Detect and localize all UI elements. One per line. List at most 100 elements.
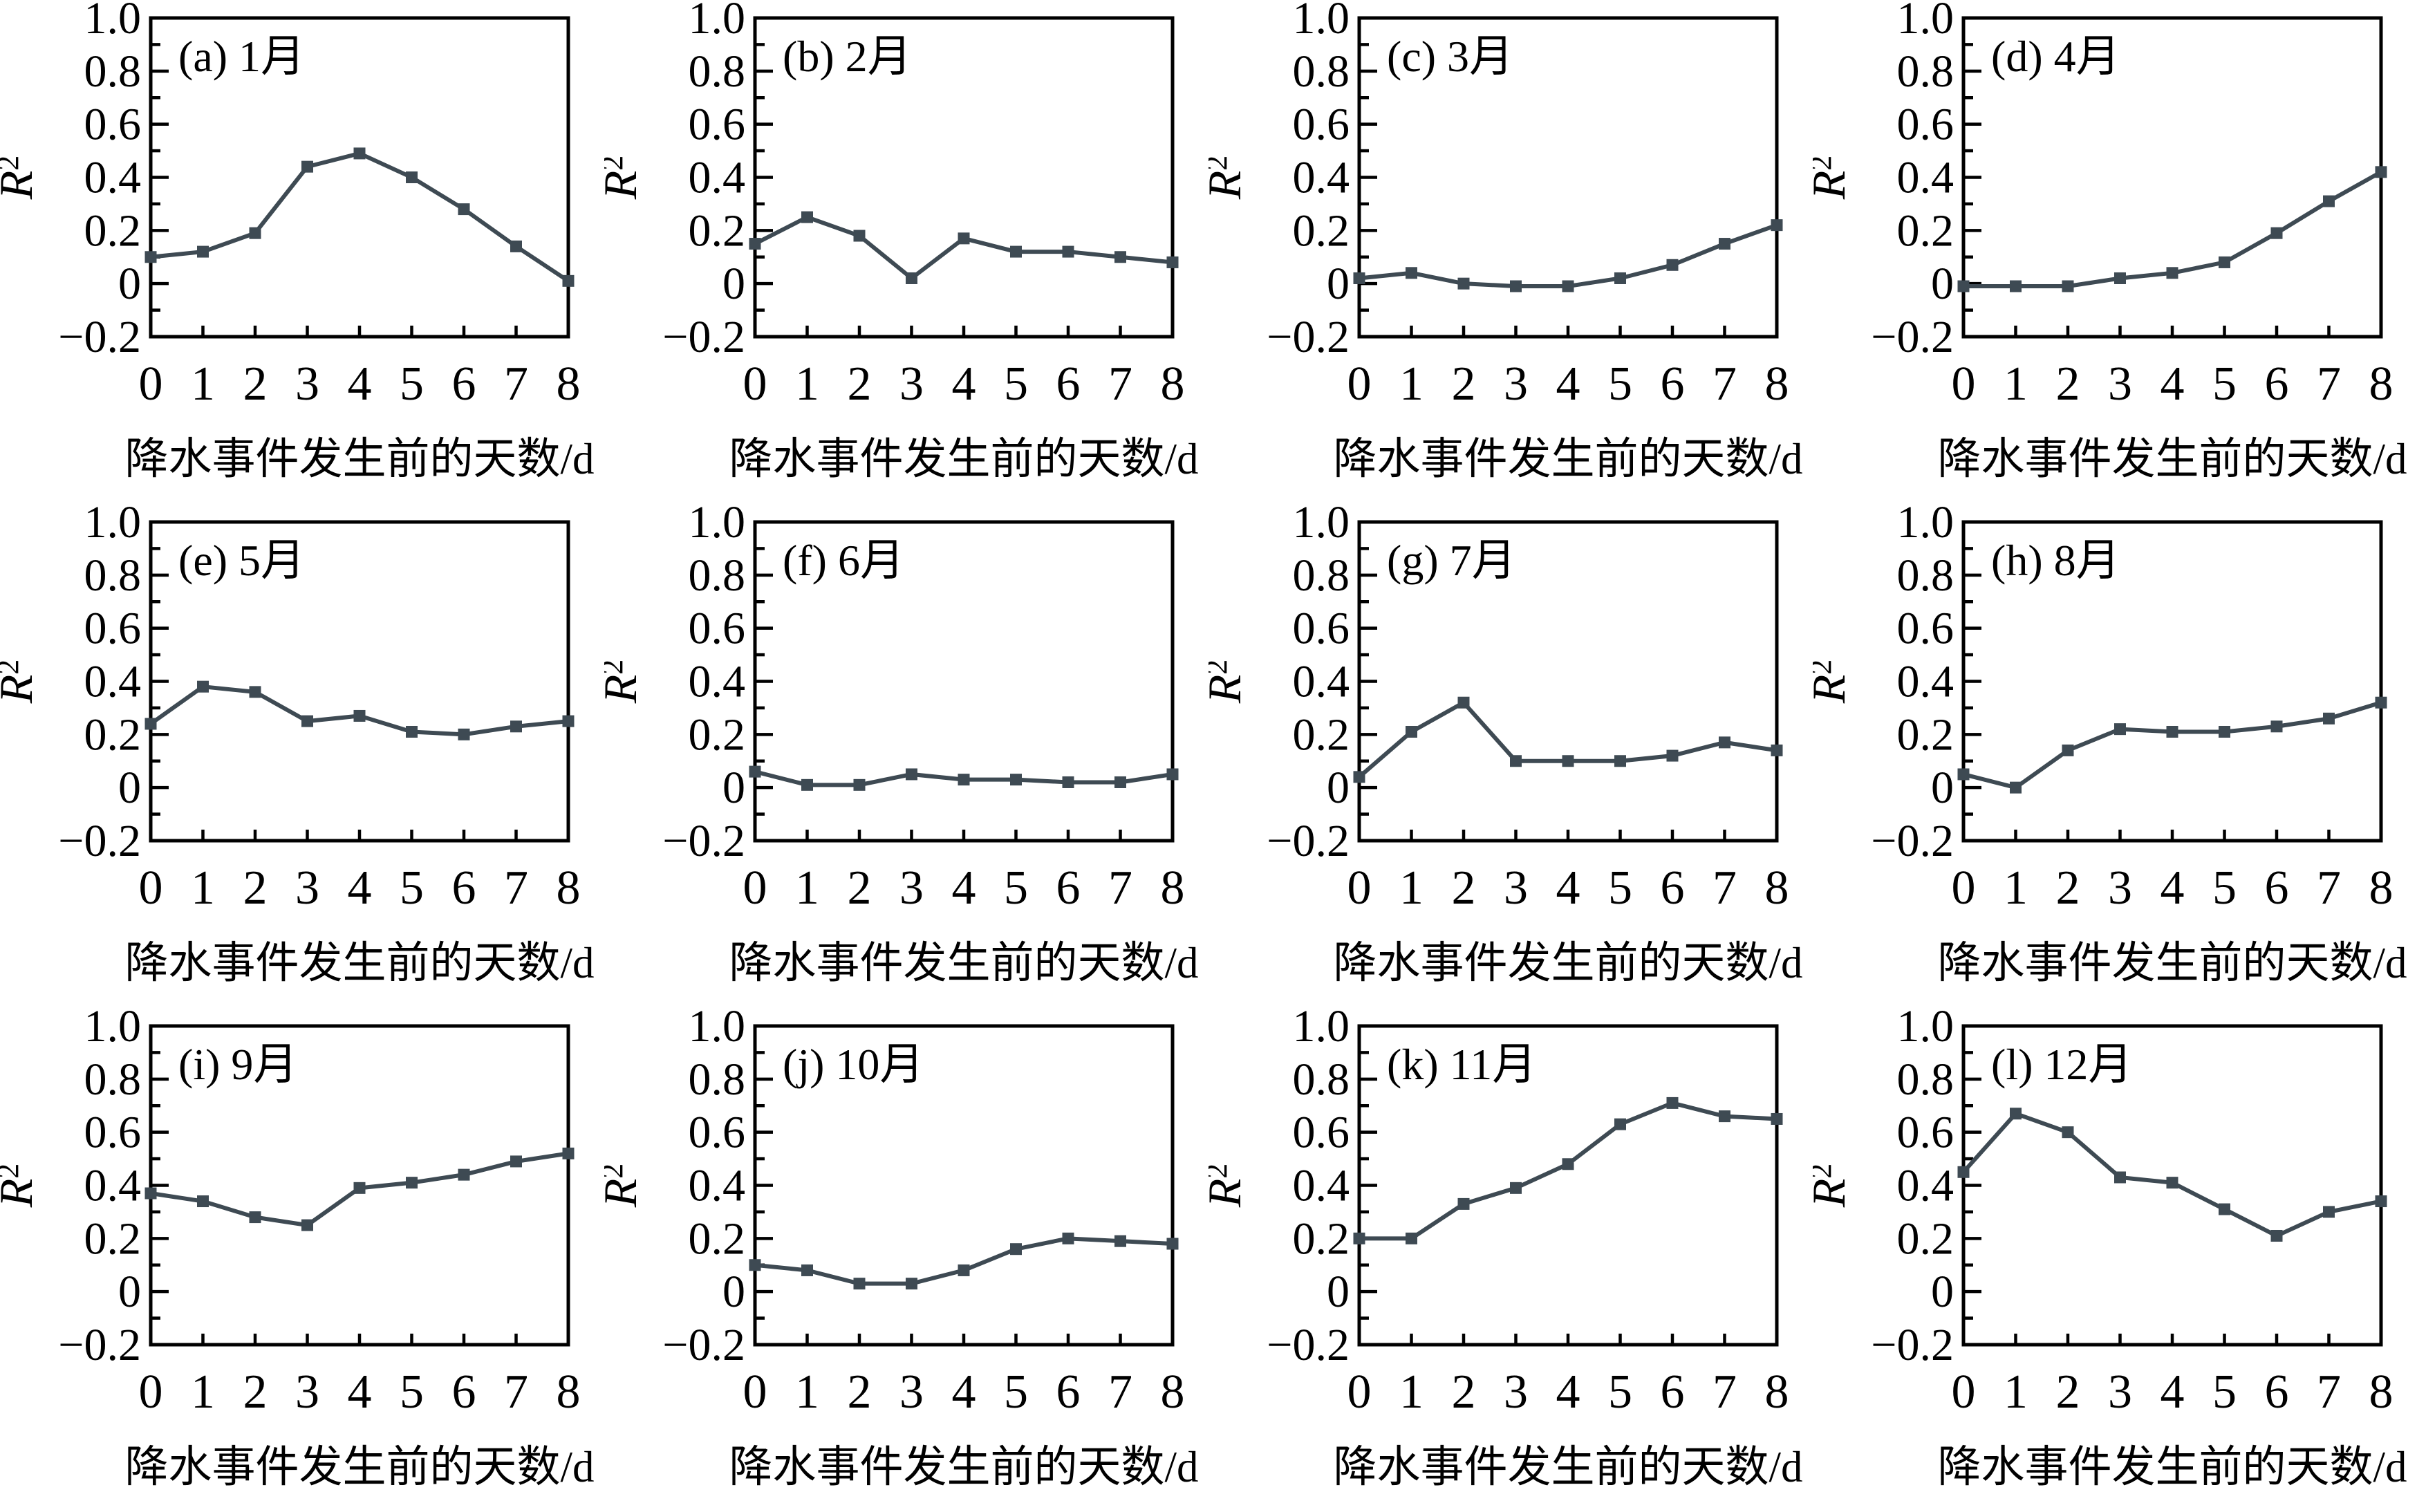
x-tick-label: 1	[191, 861, 215, 915]
data-point	[1614, 1118, 1626, 1130]
x-tick-label: 7	[504, 861, 528, 915]
data-point	[906, 768, 917, 781]
x-tick-label: 7	[1713, 1365, 1737, 1419]
data-point	[2114, 723, 2126, 736]
x-tick-label: 5	[1004, 357, 1028, 411]
data-point	[197, 245, 209, 258]
panel-title: (l) 12月	[1991, 1040, 2132, 1089]
data-point	[406, 725, 418, 738]
y-tick-label: 1.0	[84, 504, 142, 548]
x-tick-label: 6	[1661, 861, 1685, 915]
data-point	[562, 715, 575, 727]
x-tick-label: 0	[139, 357, 163, 411]
x-tick-label: 0	[1347, 357, 1372, 411]
data-point	[2062, 744, 2074, 756]
x-axis-label: 降水事件发生前的天数/d	[124, 939, 594, 987]
data-point	[1957, 768, 1970, 781]
y-tick-label: 0.2	[689, 205, 746, 256]
panel-title: (j) 10月	[783, 1040, 924, 1089]
data-point	[2062, 1126, 2074, 1139]
y-tick-label: 0.6	[689, 1108, 746, 1158]
x-tick-label: 1	[191, 357, 215, 411]
x-tick-label: 1	[795, 861, 819, 915]
x-tick-label: 2	[2056, 1365, 2080, 1419]
data-point	[2166, 267, 2178, 279]
y-tick-label: 0	[722, 1267, 745, 1317]
data-point	[801, 778, 813, 791]
x-tick-label: 6	[452, 861, 476, 915]
x-tick-label: 7	[2317, 1365, 2341, 1419]
x-tick-label: 4	[952, 861, 976, 915]
data-point	[958, 774, 970, 786]
data-point	[1457, 277, 1470, 290]
y-tick-label: −0.2	[662, 816, 745, 866]
y-axis-label: R2	[0, 156, 42, 200]
data-point	[1457, 1197, 1470, 1210]
data-point	[2323, 1206, 2335, 1218]
x-tick-label: 1	[1399, 357, 1424, 411]
y-tick-label: 1.0	[1293, 0, 1350, 44]
y-tick-label: 0.2	[1293, 205, 1350, 256]
x-tick-label: 1	[1399, 1365, 1424, 1419]
x-tick-label: 5	[400, 861, 424, 915]
data-point	[1510, 755, 1522, 767]
data-point	[1062, 1232, 1074, 1244]
data-line	[754, 1236, 1173, 1286]
data-point	[2375, 166, 2387, 178]
data-point	[2375, 1195, 2387, 1208]
data-point	[1010, 774, 1022, 786]
y-tick-label: −0.2	[1267, 1320, 1350, 1370]
data-line	[754, 214, 1173, 281]
x-tick-label: 3	[899, 357, 924, 411]
data-point	[1510, 280, 1522, 292]
data-point	[1510, 1182, 1522, 1194]
x-tick-label: 6	[452, 357, 476, 411]
x-tick-label: 0	[139, 1365, 163, 1419]
data-point	[853, 1278, 866, 1290]
data-point	[2166, 725, 2178, 738]
x-tick-label: 3	[295, 357, 319, 411]
data-point	[353, 1182, 366, 1194]
data-point	[458, 1168, 470, 1181]
x-tick-label: 7	[1713, 357, 1737, 411]
x-tick-label: 5	[1004, 1365, 1028, 1419]
x-tick-label: 4	[1556, 357, 1580, 411]
data-point	[2375, 696, 2387, 709]
y-tick-label: −0.2	[58, 312, 141, 362]
data-point	[1957, 1166, 1970, 1178]
x-tick-label: 8	[557, 357, 581, 411]
x-tick-label: 8	[1765, 357, 1789, 411]
y-tick-label: 0.8	[84, 1054, 142, 1105]
data-point	[301, 1219, 313, 1231]
y-tick-label: 0.6	[689, 100, 746, 150]
y-tick-label: −0.2	[662, 1320, 745, 1370]
y-tick-label: 0	[118, 259, 141, 309]
data-point	[1719, 736, 1730, 749]
y-tick-label: 0.4	[1293, 1161, 1350, 1211]
x-tick-label: 6	[1056, 1365, 1081, 1419]
y-tick-label: 0	[1327, 1267, 1350, 1317]
data-point	[1010, 245, 1022, 258]
y-tick-label: 0.2	[689, 709, 746, 760]
data-point	[1114, 251, 1126, 263]
x-axis-label: 降水事件发生前的天数/d	[729, 435, 1198, 483]
y-tick-label: 0.4	[84, 1161, 142, 1211]
y-tick-label: 0	[1327, 259, 1350, 309]
y-axis-label: R2	[1813, 660, 1855, 704]
y-tick-label: −0.2	[58, 816, 141, 866]
panel-title: (c) 3月	[1387, 32, 1513, 81]
data-point	[353, 147, 366, 160]
y-tick-label: 1.0	[84, 1008, 142, 1052]
x-tick-label: 8	[557, 861, 581, 915]
data-point	[197, 1195, 209, 1208]
data-point	[749, 238, 761, 250]
x-tick-label: 2	[1452, 861, 1476, 915]
data-line	[1961, 1111, 2382, 1238]
y-axis-label: R2	[1208, 156, 1251, 200]
x-tick-label: 5	[2212, 357, 2237, 411]
